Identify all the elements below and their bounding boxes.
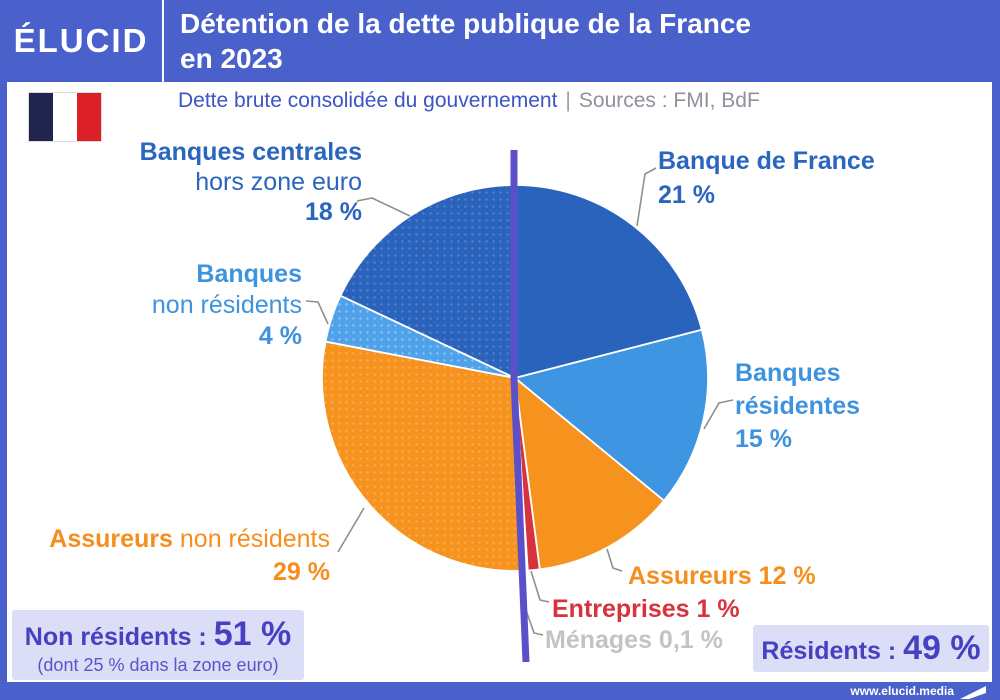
flag-white-stripe (53, 93, 77, 141)
elucid-flag-icon (960, 686, 986, 699)
subtitle-separator: | (565, 89, 571, 112)
label-assureurs-non-residents-bold: Assureurs (49, 525, 173, 553)
residents-divider-line (510, 150, 530, 663)
leader-banques-centrales (356, 197, 411, 217)
france-flag-icon (28, 92, 102, 142)
label-banques-non-residents-value: 4 % (258, 322, 302, 350)
label-assureurs-non-residents-line1: Assureurs non résidents (20, 523, 330, 556)
non-residents-label: Non résidents : (24, 622, 214, 651)
non-residents-summary-box: Non résidents : 51 % (dont 25 % dans la … (12, 610, 304, 680)
leader-entreprises (530, 570, 550, 603)
page-title-line1: Détention de la dette publique de la Fra… (180, 8, 751, 39)
leader-banque-de-france (636, 167, 657, 227)
page-title-line2: en 2023 (180, 43, 283, 74)
website-text: www.elucid.media (850, 684, 954, 698)
label-assureurs-non-residents: Assureurs non résidents 29 % (20, 523, 330, 589)
label-entreprises: Entreprises 1 % (552, 595, 740, 623)
label-assureurs-non-residents-rest: non résidents (172, 525, 330, 553)
label-assureurs: Assureurs 12 % (628, 562, 816, 590)
subtitle-sources: Sources : FMI, BdF (578, 89, 760, 112)
label-banques-non-residents-line1: Banques (196, 260, 302, 288)
label-banque-de-france-name: Banque de France (658, 147, 875, 175)
leader-lines-group (305, 167, 734, 636)
leader-menages (525, 609, 544, 636)
label-banques-residentes-line2: résidentes (735, 392, 861, 420)
pie-slice-banque-de-france (514, 184, 703, 379)
residents-summary-box: Résidents : 49 % (753, 625, 989, 672)
leader-assureurs (606, 548, 623, 572)
pie-slice-banques-r-sidentes (514, 328, 709, 502)
label-banques-non-residents: Banques non résidents 4 % (60, 259, 302, 352)
label-banques-residentes-value: 15 % (735, 425, 792, 453)
footer-site: www.elucid.media (850, 683, 986, 699)
label-banques-centrales-line2: hors zone euro (195, 168, 362, 196)
pie-slice-banques-centrales-hors-zone-euro (339, 184, 516, 379)
residents-label: Résidents : (761, 637, 904, 665)
label-banque-de-france-value: 21 % (658, 181, 715, 209)
non-residents-value: 51 % (213, 614, 292, 653)
label-banques-non-residents-line2: non résidents (151, 291, 302, 319)
flag-red-stripe (77, 93, 101, 141)
frame-border-left (0, 82, 7, 682)
pie-slice-assureurs-non-r-sidents (321, 340, 528, 572)
subtitle-text: Dette brute consolidée du gouvernement (178, 89, 558, 112)
label-banques-centrales-value: 18 % (305, 198, 362, 226)
residents-summary-line: Résidents : 49 % (761, 629, 980, 668)
non-residents-summary-line: Non résidents : 51 % (25, 615, 291, 654)
footer-bar (0, 682, 1000, 700)
leader-assureurs-non-residents (337, 507, 365, 553)
label-banques-residentes-line1: Banques (735, 359, 841, 387)
frame-border-right (992, 82, 1000, 682)
leader-banques-non-residents (305, 300, 329, 325)
pie-slice-assureurs (514, 377, 665, 571)
residents-value: 49 % (903, 629, 981, 667)
chart-subtitle: Dette brute consolidée du gouvernement | S… (178, 89, 760, 113)
non-residents-note: (dont 25 % dans la zone euro) (37, 654, 279, 675)
leader-banques-residentes (703, 399, 734, 430)
label-banque-de-france: Banque de France 21 % (658, 144, 875, 212)
page-title: Détention de la dette publique de la Fra… (180, 6, 751, 76)
elucid-logo: ÉLUCID (13, 22, 149, 59)
header-divider (162, 0, 164, 82)
label-menages: Ménages 0,1 % (545, 626, 723, 654)
label-banques-residentes: Banques résidentes 15 % (735, 357, 860, 456)
header (0, 0, 1000, 82)
flag-blue-stripe (29, 93, 53, 141)
label-banques-centrales: Banques centrales hors zone euro 18 % (60, 137, 362, 227)
label-assureurs-non-residents-value: 29 % (273, 558, 330, 586)
label-banques-centrales-line1: Banques centrales (139, 138, 362, 166)
